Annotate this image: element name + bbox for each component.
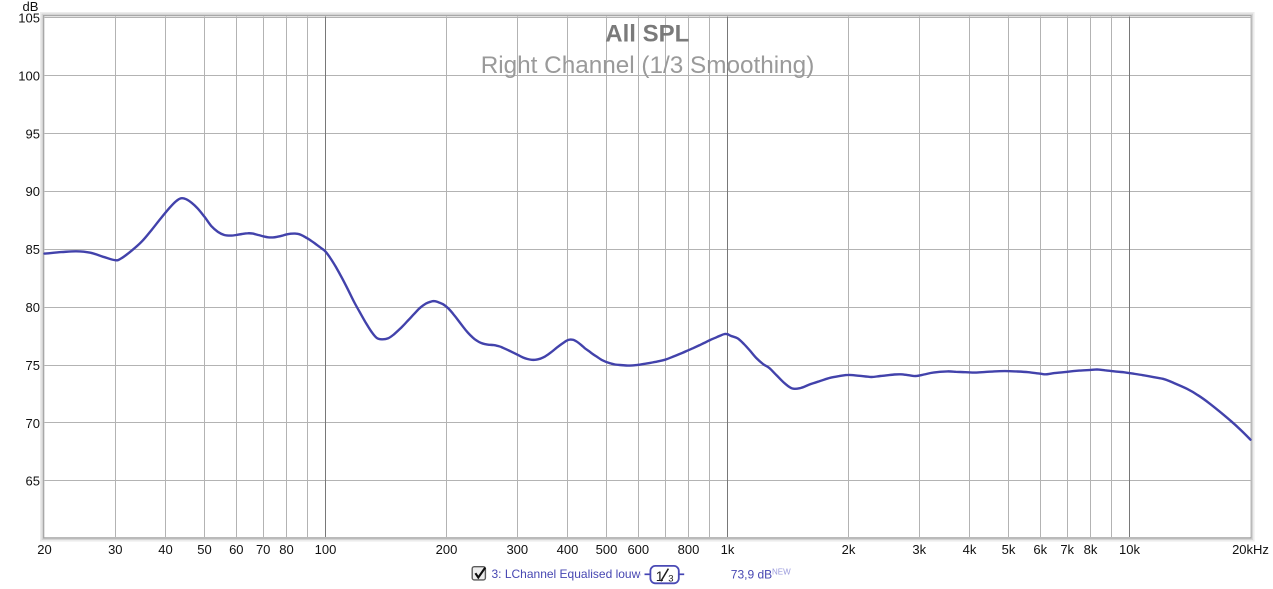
svg-text:Right Channel (1/3 Smoothing): Right Channel (1/3 Smoothing) [481,52,815,79]
svg-text:300: 300 [506,542,528,557]
svg-text:5k: 5k [1002,542,1016,557]
svg-text:1: 1 [656,568,664,584]
svg-text:dB: dB [22,0,38,14]
svg-text:90: 90 [26,184,40,199]
svg-text:6k: 6k [1033,542,1047,557]
svg-text:60: 60 [229,542,243,557]
svg-text:800: 800 [678,542,700,557]
svg-text:75: 75 [26,358,40,373]
svg-text:95: 95 [26,126,40,141]
svg-text:70: 70 [256,542,270,557]
svg-text:400: 400 [557,542,579,557]
svg-text:73,9 dB: 73,9 dB [731,568,772,582]
svg-text:80: 80 [26,300,40,315]
svg-text:30: 30 [108,542,122,557]
svg-text:3: LChannel Equalised louwe: 3: LChannel Equalised louwe [492,567,648,581]
svg-text:NEW: NEW [772,567,791,576]
svg-text:105: 105 [18,11,40,26]
svg-text:20kHz: 20kHz [1232,542,1269,557]
svg-text:70: 70 [26,416,40,431]
svg-text:8k: 8k [1084,542,1098,557]
svg-text:4k: 4k [963,542,977,557]
svg-text:7k: 7k [1060,542,1074,557]
svg-text:3: 3 [668,573,673,584]
svg-text:500: 500 [596,542,618,557]
svg-text:50: 50 [197,542,211,557]
svg-text:10k: 10k [1119,542,1140,557]
svg-text:1k: 1k [721,542,735,557]
svg-text:2k: 2k [842,542,856,557]
svg-text:600: 600 [627,542,649,557]
svg-text:20: 20 [37,542,51,557]
svg-text:65: 65 [26,474,40,489]
svg-text:200: 200 [436,542,458,557]
svg-text:40: 40 [158,542,172,557]
svg-text:80: 80 [279,542,293,557]
svg-text:All SPL: All SPL [605,21,689,48]
svg-text:85: 85 [26,242,40,257]
svg-text:100: 100 [315,542,337,557]
svg-text:3k: 3k [912,542,926,557]
svg-text:100: 100 [18,68,40,83]
